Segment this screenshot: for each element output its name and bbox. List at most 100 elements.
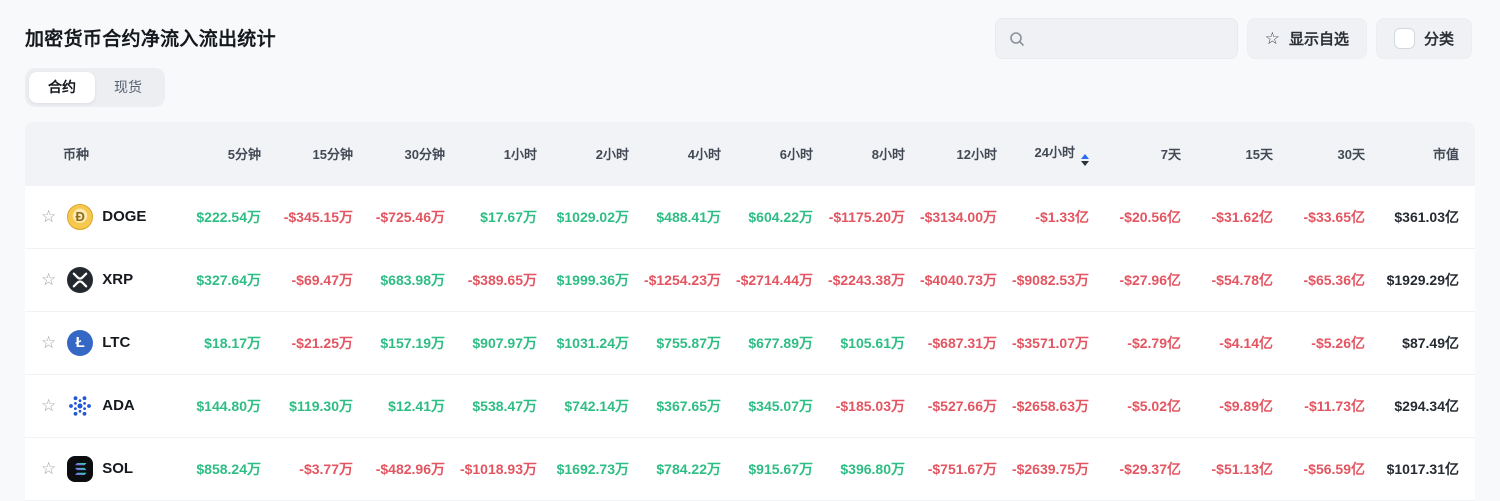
sort-icon[interactable] [1081,153,1089,166]
favorite-star-icon[interactable]: ☆ [41,333,57,353]
table-body: ☆ Ð DOGE $222.54万 -$345.15万 -$725.46万 $17.67万 $… [25,185,1475,501]
table-row-sol[interactable]: ☆ SOL $858.24万 -$3.77万 -$482.96万 -$1018.93万 $1… [25,437,1475,501]
column-header-8h[interactable]: 8小时 [819,121,911,186]
value-cell-12h: -$4040.73万 [911,248,1003,312]
value-cell-12h: -$751.67万 [911,437,1003,501]
value-cell-8h: -$185.03万 [819,374,911,438]
column-header-1h[interactable]: 1小时 [451,121,543,186]
market-cap-cell: $1017.31亿 [1371,437,1475,501]
value-cell-15m: -$3.77万 [267,437,359,501]
column-label-15d: 15天 [1245,147,1273,163]
ltc-coin-icon: Ł [67,329,94,356]
tabs: 合约 现货 [25,68,165,107]
coin-cell-xrp: ☆ XRP [25,248,175,312]
market-cap-cell: $294.34亿 [1371,374,1475,438]
value-cell-6h: $345.07万 [727,374,819,438]
column-label-30d: 30天 [1337,147,1365,163]
value-cell-15d: -$54.78亿 [1187,248,1279,312]
value-cell-15m: -$69.47万 [267,248,359,312]
value-cell-6h: $604.22万 [727,185,819,249]
value-cell-8h: -$2243.38万 [819,248,911,312]
table-row-doge[interactable]: ☆ Ð DOGE $222.54万 -$345.15万 -$725.46万 $17.67万 $… [25,185,1475,249]
value-cell-6h: -$2714.44万 [727,248,819,312]
column-header-12h[interactable]: 12小时 [911,121,1003,186]
value-cell-7d: -$27.96亿 [1095,248,1187,312]
column-header-15d[interactable]: 15天 [1187,121,1279,186]
search-box[interactable] [994,18,1238,59]
value-cell-4h: $488.41万 [635,185,727,249]
column-header-coin[interactable]: 币种 [25,121,175,186]
show-favorites-label: 显示自选 [1288,31,1349,48]
coin-cell-doge: ☆ Ð DOGE [25,185,175,249]
favorite-star-icon[interactable]: ☆ [41,207,57,227]
column-header-30d[interactable]: 30天 [1279,121,1371,186]
column-header-market-cap[interactable]: 市值 [1371,121,1475,186]
column-header-2h[interactable]: 2小时 [543,121,635,186]
column-header-5m[interactable]: 5分钟 [175,121,267,186]
column-header-6h[interactable]: 6小时 [727,121,819,186]
column-header-15m[interactable]: 15分钟 [267,121,359,186]
column-label-coin: 币种 [63,147,90,163]
value-cell-4h: $367.65万 [635,374,727,438]
favorite-star-icon[interactable]: ☆ [41,459,57,479]
value-cell-5m: $18.17万 [175,311,267,375]
show-favorites-button[interactable]: ☆ 显示自选 [1246,18,1367,59]
coin-symbol: DOGE [102,208,147,226]
header-bar: 加密货币合约净流入流出统计 ☆ 显示自选 分类 [0,0,1500,59]
category-checkbox[interactable] [1393,28,1415,49]
column-label-30m: 30分钟 [404,147,445,163]
value-cell-15d: -$4.14亿 [1187,311,1279,375]
coin-symbol: XRP [102,271,134,289]
category-toggle[interactable]: 分类 [1375,18,1472,59]
value-cell-8h: -$1175.20万 [819,185,911,249]
value-cell-24h: -$2639.75万 [1003,437,1095,501]
value-cell-1h: $538.47万 [451,374,543,438]
value-cell-30m: $683.98万 [359,248,451,312]
column-header-30m[interactable]: 30分钟 [359,121,451,186]
toolbar: ☆ 显示自选 分类 [994,18,1472,59]
value-cell-15m: -$21.25万 [267,311,359,375]
coin-symbol: SOL [102,460,134,478]
value-cell-8h: $396.80万 [819,437,911,501]
search-icon [1009,31,1024,46]
value-cell-30d: -$33.65亿 [1279,185,1371,249]
column-label-1h: 1小时 [503,147,537,163]
column-header-7d[interactable]: 7天 [1095,121,1187,186]
star-icon: ☆ [1264,29,1280,48]
xrp-coin-icon [67,266,94,293]
value-cell-7d: -$20.56亿 [1095,185,1187,249]
value-cell-1h: -$389.65万 [451,248,543,312]
value-cell-1h: -$1018.93万 [451,437,543,501]
value-cell-30m: $157.19万 [359,311,451,375]
favorite-star-icon[interactable]: ☆ [41,396,57,416]
coin-symbol: LTC [102,334,131,352]
column-header-4h[interactable]: 4小时 [635,121,727,186]
value-cell-30d: -$56.59亿 [1279,437,1371,501]
coins-table: 币种 5分钟 15分钟 30分钟 1小时 2小时 4小时 6小时 8小时 12小时 24小时 7天 15… [25,121,1475,501]
value-cell-2h: $1692.73万 [543,437,635,501]
category-label: 分类 [1423,31,1454,48]
value-cell-2h: $742.14万 [543,374,635,438]
table-header: 币种 5分钟 15分钟 30分钟 1小时 2小时 4小时 6小时 8小时 12小时 24小时 7天 15… [25,121,1475,186]
table-row-xrp[interactable]: ☆ XRP $327.64万 -$69.47万 $683.98万 -$389.65万 $19… [25,248,1475,312]
value-cell-2h: $1999.36万 [543,248,635,312]
column-label-12h: 12小时 [956,147,997,163]
value-cell-12h: -$527.66万 [911,374,1003,438]
favorite-star-icon[interactable]: ☆ [41,270,57,290]
search-input[interactable] [1033,29,1224,48]
column-label-5m: 5分钟 [227,147,261,163]
column-label-6h: 6小时 [779,147,813,163]
tab-0[interactable]: 合约 [29,72,95,103]
column-header-24h[interactable]: 24小时 [1003,121,1095,186]
column-label-24h: 24小时 [1034,144,1075,160]
value-cell-30m: -$725.46万 [359,185,451,249]
coin-symbol: ADA [102,397,135,415]
table-row-ada[interactable]: ☆ ADA $144.80万 $119.30万 $12.41万 $538.47万 $742.… [25,374,1475,438]
tab-1[interactable]: 现货 [114,79,142,95]
table-row-ltc[interactable]: ☆ Ł LTC $18.17万 -$21.25万 $157.19万 $907.97万 $103… [25,311,1475,375]
value-cell-5m: $144.80万 [175,374,267,438]
value-cell-15d: -$31.62亿 [1187,185,1279,249]
coin-cell-sol: ☆ SOL [25,437,175,501]
value-cell-5m: $327.64万 [175,248,267,312]
value-cell-5m: $222.54万 [175,185,267,249]
